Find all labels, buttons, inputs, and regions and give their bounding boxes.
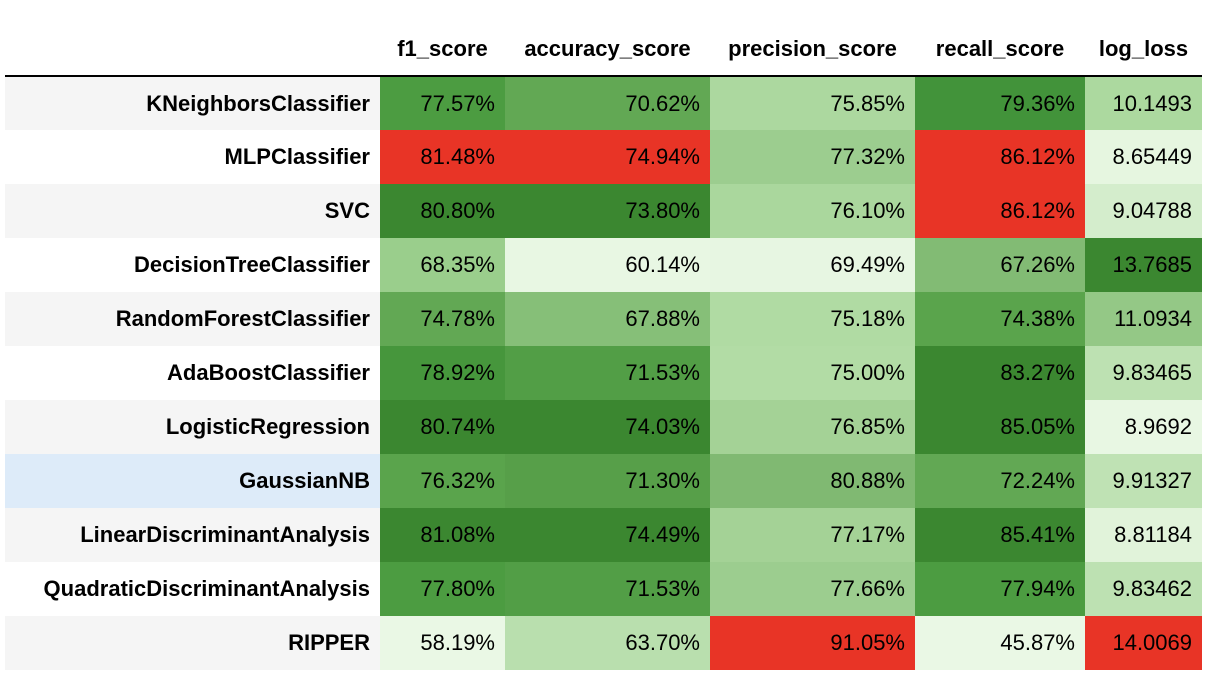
table-row: AdaBoostClassifier 78.92% 71.53% 75.00% … [5,346,1202,400]
metric-cell: 86.12% [915,184,1085,238]
row-label: GaussianNB [5,454,380,508]
metric-cell: 75.85% [710,76,915,130]
row-label: MLPClassifier [5,130,380,184]
table-header: f1_score accuracy_score precision_score … [5,24,1202,77]
table-row: KNeighborsClassifier 77.57% 70.62% 75.85… [5,76,1202,130]
metric-cell: 71.53% [505,346,710,400]
metric-cell: 78.92% [380,346,505,400]
metric-cell: 8.65449 [1085,130,1202,184]
metric-cell: 74.03% [505,400,710,454]
row-label: LogisticRegression [5,400,380,454]
row-label: SVC [5,184,380,238]
metric-cell: 45.87% [915,616,1085,670]
row-label: AdaBoostClassifier [5,346,380,400]
metric-cell: 80.88% [710,454,915,508]
metric-cell: 70.62% [505,76,710,130]
metric-cell: 71.30% [505,454,710,508]
metric-cell: 74.49% [505,508,710,562]
table-row: LinearDiscriminantAnalysis 81.08% 74.49%… [5,508,1202,562]
column-header-recall-score: recall_score [915,24,1085,77]
metric-cell: 11.0934 [1085,292,1202,346]
metric-cell: 85.41% [915,508,1085,562]
metric-cell: 9.83462 [1085,562,1202,616]
metric-cell: 8.9692 [1085,400,1202,454]
header-corner-cell [5,24,380,77]
metric-cell: 81.08% [380,508,505,562]
column-header-accuracy-score: accuracy_score [505,24,710,77]
row-label: RandomForestClassifier [5,292,380,346]
metric-cell: 74.94% [505,130,710,184]
table-row: LogisticRegression 80.74% 74.03% 76.85% … [5,400,1202,454]
table-row: SVC 80.80% 73.80% 76.10% 86.12% 9.04788 [5,184,1202,238]
table-body: KNeighborsClassifier 77.57% 70.62% 75.85… [5,76,1202,670]
metric-cell: 75.00% [710,346,915,400]
metric-cell: 81.48% [380,130,505,184]
table-row: GaussianNB 76.32% 71.30% 80.88% 72.24% 9… [5,454,1202,508]
metric-cell: 69.49% [710,238,915,292]
results-table-container: f1_score accuracy_score precision_score … [5,24,1202,670]
table-row: RandomForestClassifier 74.78% 67.88% 75.… [5,292,1202,346]
metric-cell: 72.24% [915,454,1085,508]
metric-cell: 77.32% [710,130,915,184]
metric-cell: 13.7685 [1085,238,1202,292]
metric-cell: 91.05% [710,616,915,670]
metric-cell: 86.12% [915,130,1085,184]
table-row: MLPClassifier 81.48% 74.94% 77.32% 86.12… [5,130,1202,184]
metric-cell: 71.53% [505,562,710,616]
metric-cell: 83.27% [915,346,1085,400]
metric-cell: 76.85% [710,400,915,454]
metric-cell: 10.1493 [1085,76,1202,130]
metric-cell: 80.74% [380,400,505,454]
metric-cell: 76.32% [380,454,505,508]
metric-cell: 68.35% [380,238,505,292]
row-label: QuadraticDiscriminantAnalysis [5,562,380,616]
column-header-log-loss: log_loss [1085,24,1202,77]
metric-cell: 60.14% [505,238,710,292]
metric-cell: 77.80% [380,562,505,616]
table-row: DecisionTreeClassifier 68.35% 60.14% 69.… [5,238,1202,292]
metric-cell: 80.80% [380,184,505,238]
metric-cell: 63.70% [505,616,710,670]
row-label: LinearDiscriminantAnalysis [5,508,380,562]
header-row: f1_score accuracy_score precision_score … [5,24,1202,77]
metric-cell: 9.91327 [1085,454,1202,508]
metric-cell: 67.88% [505,292,710,346]
metric-cell: 58.19% [380,616,505,670]
row-label: KNeighborsClassifier [5,76,380,130]
metric-cell: 76.10% [710,184,915,238]
column-header-f1-score: f1_score [380,24,505,77]
metric-cell: 75.18% [710,292,915,346]
metric-cell: 73.80% [505,184,710,238]
metric-cell: 77.66% [710,562,915,616]
metric-cell: 67.26% [915,238,1085,292]
metric-cell: 85.05% [915,400,1085,454]
table-row: QuadraticDiscriminantAnalysis 77.80% 71.… [5,562,1202,616]
metric-cell: 74.78% [380,292,505,346]
metric-cell: 9.83465 [1085,346,1202,400]
metric-cell: 14.0069 [1085,616,1202,670]
metric-cell: 8.81184 [1085,508,1202,562]
metric-cell: 77.57% [380,76,505,130]
row-label: RIPPER [5,616,380,670]
classifier-metrics-table: f1_score accuracy_score precision_score … [5,24,1202,670]
metric-cell: 9.04788 [1085,184,1202,238]
metric-cell: 74.38% [915,292,1085,346]
metric-cell: 77.17% [710,508,915,562]
column-header-precision-score: precision_score [710,24,915,77]
metric-cell: 77.94% [915,562,1085,616]
table-row: RIPPER 58.19% 63.70% 91.05% 45.87% 14.00… [5,616,1202,670]
metric-cell: 79.36% [915,76,1085,130]
row-label: DecisionTreeClassifier [5,238,380,292]
